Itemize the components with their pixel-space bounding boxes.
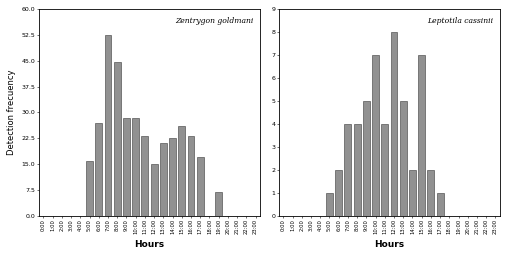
Bar [188, 136, 195, 216]
Bar [400, 101, 407, 216]
Bar [409, 170, 416, 216]
Bar [335, 170, 342, 216]
Bar [372, 55, 379, 216]
Text: Zentrygon goldmani: Zentrygon goldmani [175, 17, 254, 25]
Bar [390, 32, 397, 216]
Bar [104, 35, 112, 216]
Bar [86, 161, 93, 216]
Bar [215, 192, 222, 216]
X-axis label: Hours: Hours [134, 240, 165, 249]
Bar [151, 164, 158, 216]
Bar [178, 126, 185, 216]
Bar [123, 118, 130, 216]
Bar [326, 193, 333, 216]
Bar [114, 62, 121, 216]
Bar [132, 118, 139, 216]
Y-axis label: Detection frecuency: Detection frecuency [7, 70, 16, 155]
Bar [160, 143, 167, 216]
X-axis label: Hours: Hours [374, 240, 405, 249]
Bar [437, 193, 444, 216]
Bar [427, 170, 434, 216]
Bar [363, 101, 370, 216]
Bar [141, 136, 149, 216]
Bar [344, 124, 351, 216]
Text: Leptotila cassinii: Leptotila cassinii [427, 17, 493, 25]
Bar [95, 123, 102, 216]
Bar [354, 124, 360, 216]
Bar [381, 124, 388, 216]
Bar [197, 157, 204, 216]
Bar [169, 138, 176, 216]
Bar [418, 55, 425, 216]
